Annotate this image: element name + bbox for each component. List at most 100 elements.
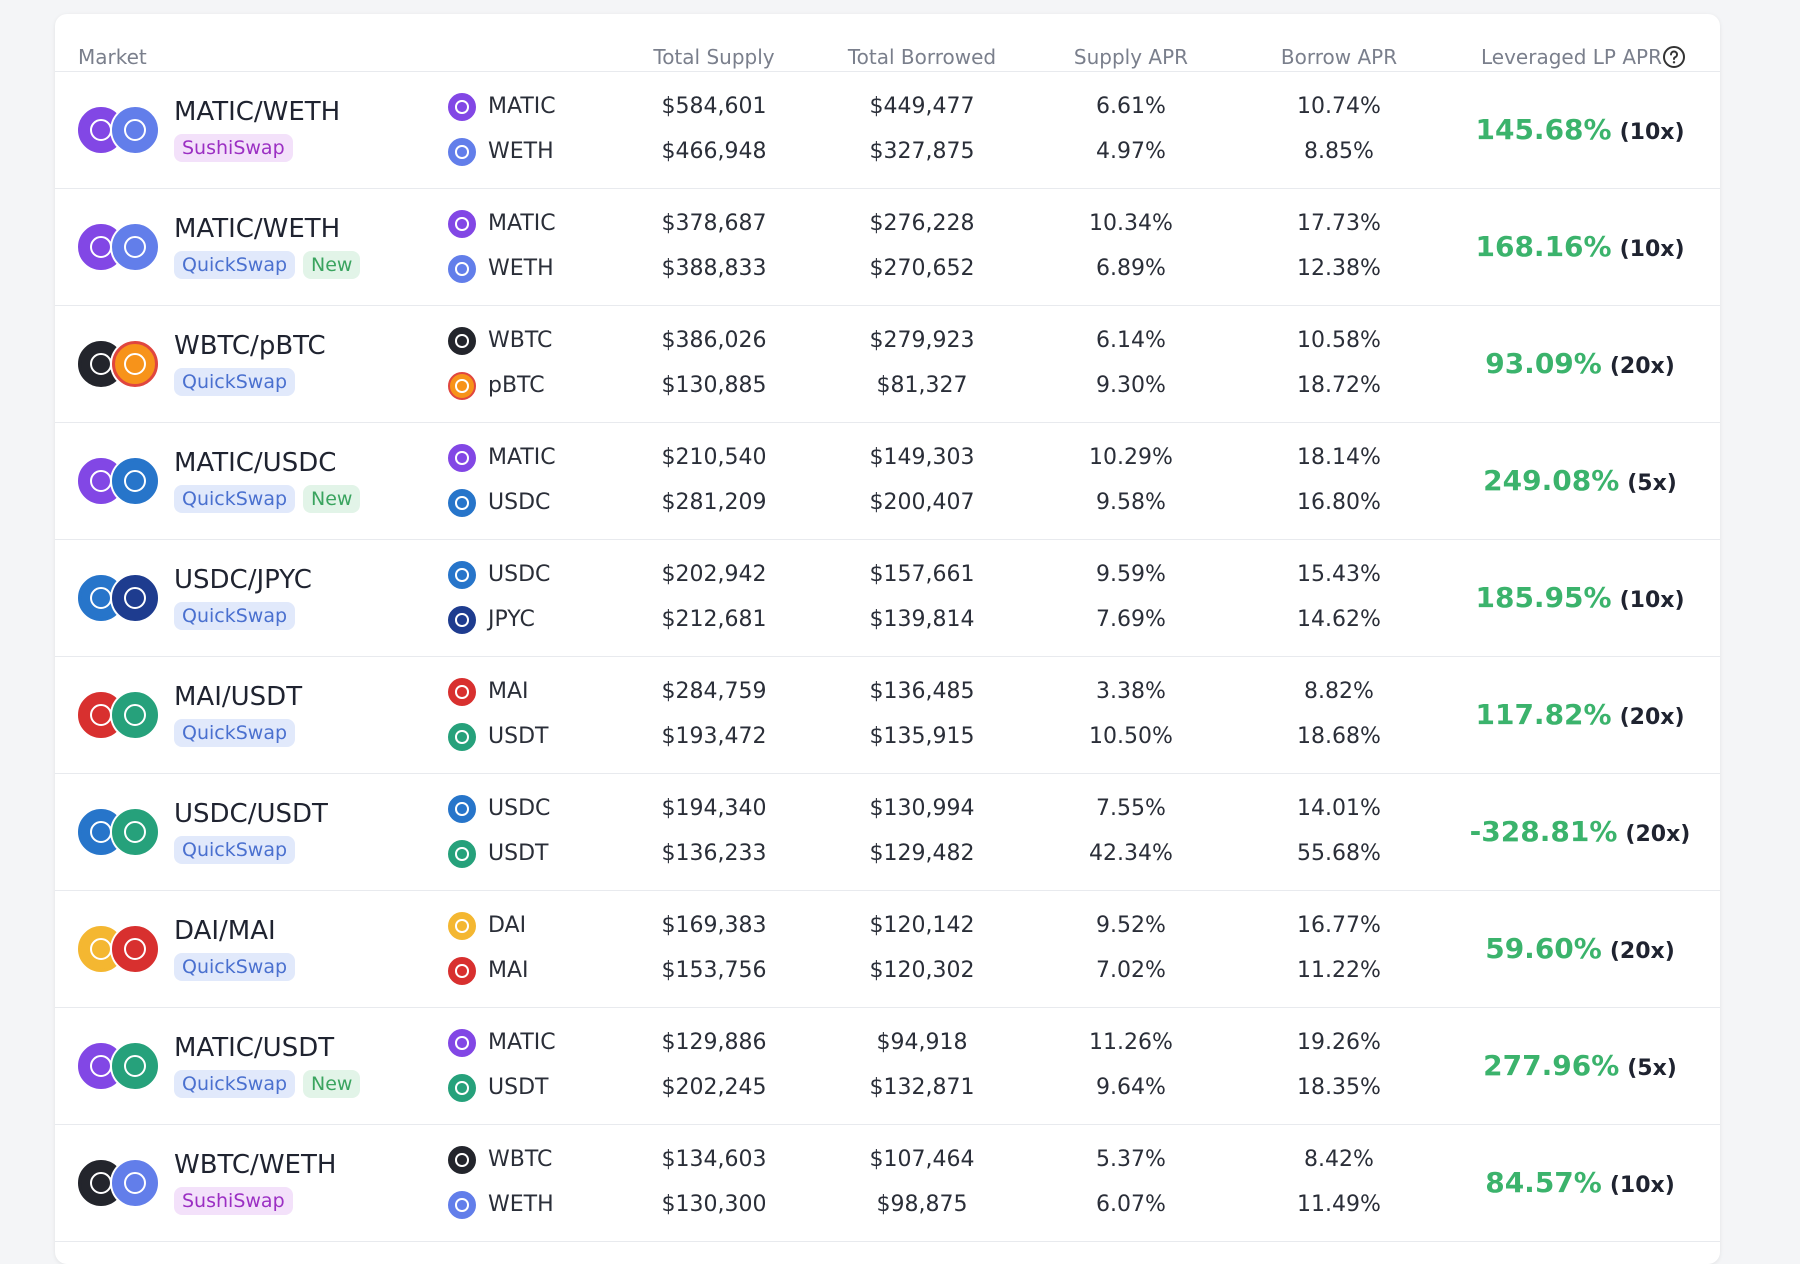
help-icon[interactable] [1662,45,1686,69]
token-icon [448,1146,476,1174]
row-divider [55,773,1720,774]
token-icon-glyph [455,847,469,861]
token-icon-glyph [89,703,113,727]
total-borrowed: $200,407 [869,490,975,515]
lp-apr: 185.95% [1475,581,1612,614]
market-name: WBTC/WETH [174,1150,337,1180]
borrow-apr: 8.82% [1304,679,1374,704]
total-borrowed: $449,477 [869,94,975,119]
token-icon [448,210,476,238]
token-icon [448,1191,476,1219]
leverage: (10x) [1609,1173,1675,1198]
token-icon-glyph [123,469,147,493]
token-icon-glyph [89,118,113,142]
borrow-apr: 18.35% [1297,1075,1381,1100]
borrow-apr: 16.77% [1297,913,1381,938]
borrow-apr: 55.68% [1297,841,1381,866]
token-icon-glyph [455,685,469,699]
total-borrowed: $120,142 [869,913,975,938]
total-supply: $388,833 [661,256,767,281]
total-supply: $284,759 [661,679,767,704]
market-row[interactable]: WBTC/pBTC QuickSwap WBTC $386,026 $279,923 6.… [55,306,1720,423]
leverage: (5x) [1627,471,1677,496]
token-icon [448,1029,476,1057]
token-icon-glyph [123,352,147,376]
supply-apr: 10.34% [1089,211,1173,236]
total-supply: $153,756 [661,958,767,983]
token-symbol: USDC [488,562,551,587]
total-borrowed: $132,871 [869,1075,975,1100]
token-icon [448,795,476,823]
supply-apr: 9.64% [1096,1075,1166,1100]
lp-apr: 277.96% [1483,1049,1620,1082]
supply-apr: 5.37% [1096,1147,1166,1172]
token-symbol: WBTC [488,328,553,353]
token-icon-glyph [455,919,469,933]
dex-badge: QuickSwap [174,251,296,279]
market-row[interactable]: DAI/MAI QuickSwap DAI $169,383 $120,142 9.52%… [55,891,1720,1008]
market-row[interactable]: MATIC/USDT QuickSwap New MATIC $129,886 $94,9… [55,1008,1720,1125]
market-row[interactable]: MATIC/WETH SushiSwap MATIC $584,601 $449,477… [55,72,1720,189]
lp-apr-cell: 168.16% (10x) [1445,229,1715,269]
token-icon-glyph [455,1198,469,1212]
token-icon-glyph [123,235,147,259]
market-row[interactable]: MAI/USDT QuickSwap MAI $284,759 $136,485 3.38… [55,657,1720,774]
leverage: (10x) [1619,120,1685,145]
token-icon-glyph [455,1081,469,1095]
token-icon-glyph [455,1153,469,1167]
dex-badge: QuickSwap [174,1070,296,1098]
token-icon [448,138,476,166]
token-icon [448,93,476,121]
token-icon [112,575,158,621]
token-icon [78,575,124,621]
market-row[interactable]: MATIC/USDC QuickSwap New MATIC $210,540 $149,… [55,423,1720,540]
market-name: MAI/USDT [174,682,303,712]
token-icon [448,255,476,283]
token-icon [112,926,158,972]
token-icon-glyph [123,1171,147,1195]
borrow-apr: 11.22% [1297,958,1381,983]
supply-apr: 10.29% [1089,445,1173,470]
token-icon-glyph [455,730,469,744]
row-divider [55,890,1720,891]
token-icon-glyph [455,334,469,348]
total-supply: $202,245 [661,1075,767,1100]
total-supply: $584,601 [661,94,767,119]
token-icon-glyph [89,586,113,610]
supply-apr: 6.61% [1096,94,1166,119]
market-row[interactable]: WBTC/WETH SushiSwap WBTC $134,603 $107,464 5.… [55,1125,1720,1242]
total-supply: $193,472 [661,724,767,749]
lp-apr: 59.60% [1485,932,1602,965]
market-row[interactable]: MATIC/WETH QuickSwap New MATIC $378,687 $276,… [55,189,1720,306]
supply-apr: 6.89% [1096,256,1166,281]
supply-apr: 9.58% [1096,490,1166,515]
token-icon-glyph [89,820,113,844]
market-name: DAI/MAI [174,916,276,946]
dex-badge: QuickSwap [174,836,296,864]
total-borrowed: $276,228 [869,211,975,236]
supply-apr: 7.55% [1096,796,1166,821]
borrow-apr: 10.58% [1297,328,1381,353]
borrow-apr: 14.62% [1297,607,1381,632]
new-badge: New [303,1070,361,1098]
header-lp-apr: Leveraged LP APR [1481,45,1662,69]
token-symbol: DAI [488,913,527,938]
token-icon-glyph [455,100,469,114]
token-icon-glyph [455,145,469,159]
lp-apr: -328.81% [1469,815,1618,848]
market-name: MATIC/WETH [174,214,341,244]
total-supply: $378,687 [661,211,767,236]
token-icon-glyph [123,937,147,961]
total-borrowed: $136,485 [869,679,975,704]
row-divider [55,1007,1720,1008]
total-supply: $129,886 [661,1030,767,1055]
page: Markets {"header":{"columns":["Market","… [55,14,1720,1264]
market-row[interactable]: USDC/JPYC QuickSwap USDC $202,942 $157,661 9.… [55,540,1720,657]
token-icon-glyph [123,118,147,142]
row-divider [55,1241,1720,1242]
header-total-supply: Total Supply [653,45,775,69]
market-row[interactable]: USDC/USDT QuickSwap USDC $194,340 $130,994 7.… [55,774,1720,891]
row-divider [55,539,1720,540]
token-symbol: USDC [488,490,551,515]
token-icon-glyph [455,451,469,465]
